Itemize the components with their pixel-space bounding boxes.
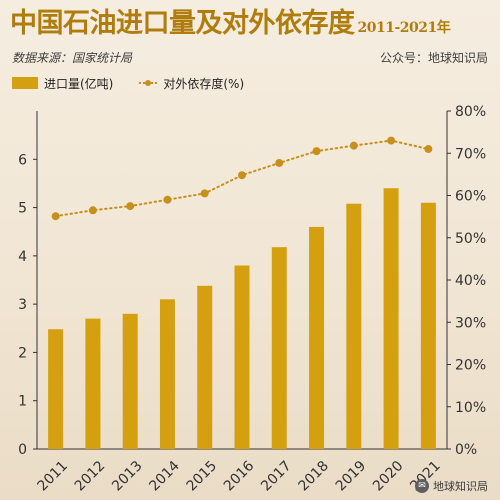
watermark-text: 地球知识局 — [433, 480, 488, 493]
point-2018 — [312, 147, 321, 156]
bar-2015 — [197, 285, 213, 449]
x-tick-label: 2020 — [370, 458, 407, 495]
y-right-tick-label: 40% — [455, 273, 486, 289]
chart-title: 中国石油进口量及对外依存度 2011-2021年 — [10, 8, 451, 39]
bar-2011 — [48, 329, 64, 449]
y-left-tick-label: 2 — [18, 345, 27, 361]
legend-line-item: 对外依存度(%) — [139, 75, 244, 92]
legend-dot-swatch — [145, 80, 152, 86]
point-2017 — [275, 158, 284, 167]
legend: 进口量(亿吨) 对外依存度(%) — [12, 74, 244, 92]
point-2013 — [126, 202, 135, 211]
chart-title-years: 2011-2021年 — [357, 20, 451, 36]
y-right-tick-label: 30% — [455, 315, 486, 331]
y-left-tick-label: 6 — [18, 152, 27, 168]
x-tick-label: 2014 — [146, 458, 183, 495]
point-2014 — [163, 195, 172, 204]
y-left-tick-label: 4 — [18, 249, 27, 265]
bar-2018 — [309, 226, 325, 449]
bar-2014 — [159, 299, 175, 449]
bar-2020 — [383, 188, 399, 449]
x-tick-label: 2018 — [295, 458, 332, 495]
bar-2021 — [420, 202, 436, 449]
bar-2017 — [271, 247, 287, 449]
x-tick-label: 2015 — [184, 458, 221, 495]
watermark: ✉ 地球知识局 — [415, 478, 488, 494]
data-source: 数据来源：国家统计局 — [12, 51, 133, 65]
point-2019 — [349, 141, 358, 150]
point-2016 — [238, 171, 246, 180]
x-tick-label: 2016 — [221, 458, 258, 495]
x-tick-label: 2012 — [72, 458, 109, 495]
point-2015 — [200, 189, 209, 198]
y-right-tick-label: 60% — [455, 189, 486, 205]
point-2012 — [88, 206, 97, 215]
x-tick-label: 2013 — [109, 458, 146, 495]
point-2020 — [387, 136, 396, 145]
y-left-tick-label: 0 — [18, 442, 27, 458]
account-label: 公众号：地球知识局 — [379, 51, 488, 65]
bar-2013 — [122, 313, 138, 449]
x-tick-label: 2011 — [35, 458, 72, 495]
legend-bar-label: 进口量(亿吨) — [44, 76, 114, 91]
point-2021 — [424, 145, 433, 154]
bar-2016 — [234, 265, 250, 449]
bar-2019 — [346, 203, 362, 449]
legend-line-right — [151, 82, 158, 84]
x-tick-label: 2019 — [333, 458, 370, 495]
point-2011 — [51, 212, 60, 221]
x-tick-label: 2017 — [258, 458, 295, 495]
legend-line-label: 对外依存度(%) — [163, 76, 245, 91]
y-right-tick-label: 70% — [455, 146, 486, 162]
bar-2012 — [85, 318, 101, 449]
y-right-tick-label: 20% — [455, 358, 486, 374]
y-right-tick-label: 50% — [455, 231, 486, 247]
y-right-tick-label: 0% — [455, 442, 477, 458]
y-left-tick-label: 3 — [18, 297, 27, 313]
legend-line-left — [139, 82, 146, 84]
y-right-tick-label: 10% — [455, 400, 486, 416]
y-left-tick-label: 5 — [18, 201, 27, 217]
wechat-icon: ✉ — [415, 479, 429, 493]
y-left-tick-label: 1 — [18, 394, 27, 410]
legend-bar-swatch — [12, 77, 38, 89]
y-right-tick-label: 80% — [455, 104, 486, 120]
